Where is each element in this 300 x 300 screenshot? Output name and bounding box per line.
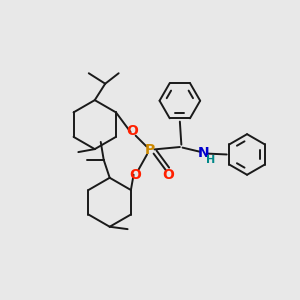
Text: O: O bbox=[127, 124, 139, 138]
Text: P: P bbox=[145, 143, 155, 157]
Text: N: N bbox=[198, 146, 210, 160]
Text: H: H bbox=[206, 154, 215, 165]
Text: O: O bbox=[129, 168, 141, 182]
Text: O: O bbox=[163, 168, 175, 182]
